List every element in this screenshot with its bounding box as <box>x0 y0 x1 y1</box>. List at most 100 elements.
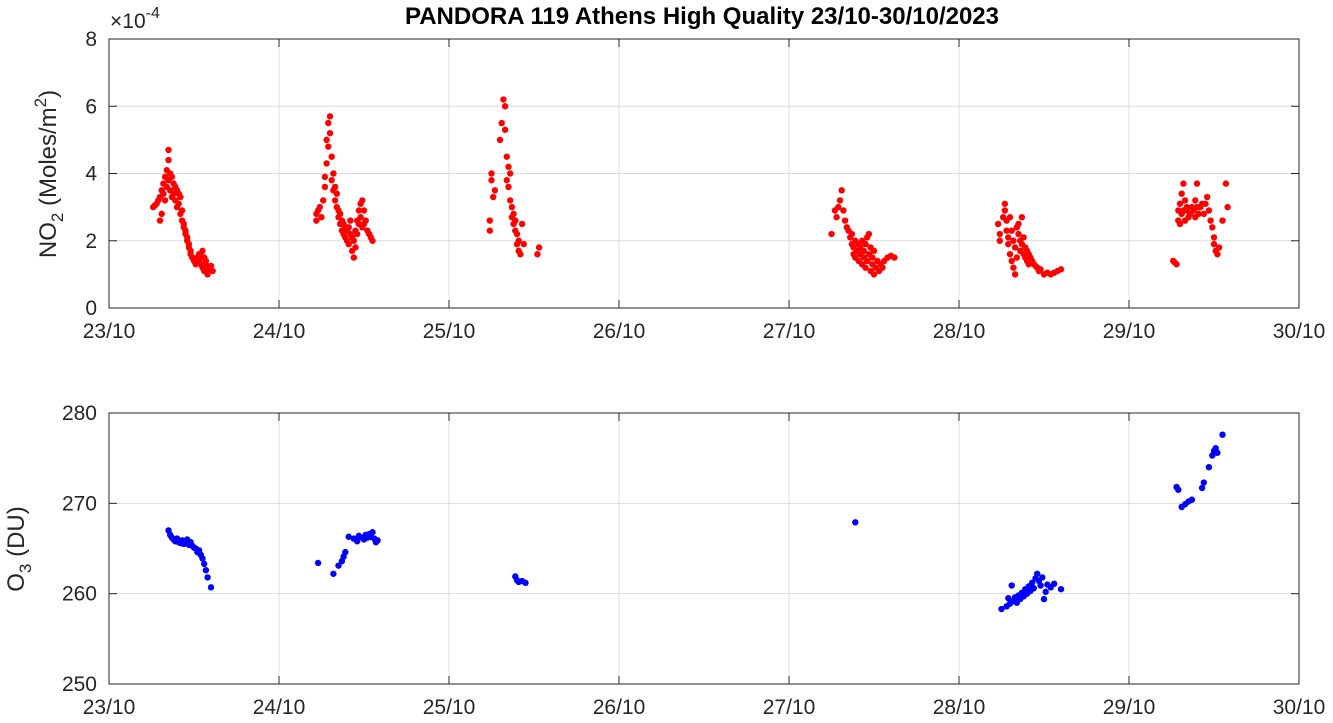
no2-exponent-base: ×10 <box>110 10 146 33</box>
no2-data-point <box>512 217 519 224</box>
no2-x-tick-label: 25/10 <box>423 320 476 343</box>
no2-data-point <box>184 234 191 241</box>
o3-x-tick-label: 29/10 <box>1103 696 1156 719</box>
no2-data-point <box>187 247 194 255</box>
o3-data-point <box>1028 579 1036 587</box>
no2-data-point <box>1057 266 1065 273</box>
no2-data-point <box>518 220 526 228</box>
no2-data-point <box>841 217 849 224</box>
no2-data-point <box>535 244 543 251</box>
no2-data-point <box>1210 240 1218 248</box>
no2-x-tick-label: 26/10 <box>593 320 646 343</box>
chart-title: PANDORA 119 Athens High Quality 23/10-30… <box>405 3 999 30</box>
no2-data-point <box>158 210 165 218</box>
no2-y-tick-label: 0 <box>85 297 97 320</box>
no2-data-point <box>1222 180 1230 187</box>
no2-data-point <box>1176 200 1184 207</box>
no2-data-point <box>508 203 516 211</box>
no2-data-point <box>328 177 335 184</box>
no2-data-point <box>204 271 211 278</box>
no2-data-point <box>1013 254 1020 261</box>
no2-data-point <box>1224 203 1231 211</box>
no2-data-point <box>501 126 509 133</box>
no2-data-point <box>326 129 334 137</box>
no2-data-point <box>316 203 323 211</box>
no2-data-point <box>860 247 867 255</box>
no2-data-point <box>1178 190 1185 197</box>
o3-data-point <box>1040 595 1048 603</box>
no2-data-point <box>891 254 898 261</box>
o3-data-point <box>1198 484 1206 492</box>
no2-data-point <box>513 230 521 238</box>
no2-data-point <box>1214 251 1221 258</box>
no2-data-point <box>313 217 320 224</box>
no2-data-point <box>865 230 873 238</box>
no2-data-point <box>1202 200 1209 207</box>
no2-data-point <box>1210 234 1218 241</box>
no2-y-tick-label: 6 <box>85 95 97 118</box>
no2-data-point <box>1195 210 1202 218</box>
no2-data-point <box>1008 257 1015 265</box>
no2-data-point <box>838 187 845 194</box>
o3-data-point <box>201 560 208 568</box>
no2-data-point <box>1006 214 1014 221</box>
o3-data-point <box>1037 582 1044 589</box>
o3-x-tick-label: 27/10 <box>763 696 816 719</box>
o3-data-point <box>1034 570 1041 577</box>
no2-x-tick-label: 29/10 <box>1103 320 1156 343</box>
no2-exponent-power: -4 <box>146 5 160 22</box>
no2-data-point <box>505 163 512 170</box>
no2-data-point <box>870 271 878 278</box>
no2-data-point <box>360 207 368 214</box>
no2-data-point <box>515 237 522 244</box>
no2-data-point <box>369 237 376 244</box>
no2-data-point <box>510 210 517 218</box>
no2-data-point <box>490 193 497 201</box>
o3-data-point <box>1219 431 1226 438</box>
no2-data-point <box>1193 180 1201 187</box>
no2-data-point <box>503 153 510 160</box>
no2-data-point <box>862 264 869 271</box>
no2-data-point <box>501 103 509 110</box>
o3-x-tick-label: 28/10 <box>933 696 986 719</box>
o3-data-point <box>345 533 352 540</box>
no2-data-point <box>833 214 840 221</box>
no2-data-point <box>1003 227 1010 234</box>
no2-y-tick-label: 4 <box>85 163 97 186</box>
no2-ylabel-units-close: ) <box>35 90 62 98</box>
no2-y-axis-label: NO2 (Moles/m2) <box>31 90 67 258</box>
o3-data-point <box>1188 496 1196 503</box>
no2-x-tick-label: 27/10 <box>763 320 816 343</box>
no2-data-point <box>1005 240 1012 248</box>
no2-x-tick-label: 30/10 <box>1273 320 1326 343</box>
no2-data-point <box>1180 180 1187 187</box>
o3-data-point <box>998 605 1005 613</box>
no2-data-point <box>359 197 366 204</box>
o3-data-point <box>369 529 376 536</box>
no2-data-point <box>177 193 184 201</box>
no2-data-point <box>178 207 186 214</box>
no2-data-point <box>1005 234 1012 241</box>
o3-data-point <box>1039 574 1046 581</box>
o3-data-point <box>1008 582 1015 589</box>
no2-data-point <box>180 220 187 228</box>
no2-data-point <box>168 173 176 181</box>
no2-data-point <box>333 190 340 197</box>
no2-data-point <box>175 200 182 207</box>
no2-data-point <box>1015 230 1022 238</box>
no2-data-point <box>345 240 352 248</box>
no2-data-point <box>517 251 524 258</box>
no2-data-point <box>862 240 869 248</box>
no2-data-point <box>1008 227 1015 234</box>
o3-data-point <box>207 584 215 591</box>
o3-data-point <box>1051 580 1058 587</box>
no2-data-point <box>1207 217 1214 224</box>
no2-data-point <box>323 136 330 144</box>
o3-data-point <box>354 538 361 545</box>
o3-data-point <box>1005 594 1012 602</box>
no2-data-point <box>161 197 169 204</box>
no2-data-point <box>491 187 499 194</box>
no2-data-point <box>1037 266 1044 273</box>
o3-data-point <box>1200 479 1208 486</box>
